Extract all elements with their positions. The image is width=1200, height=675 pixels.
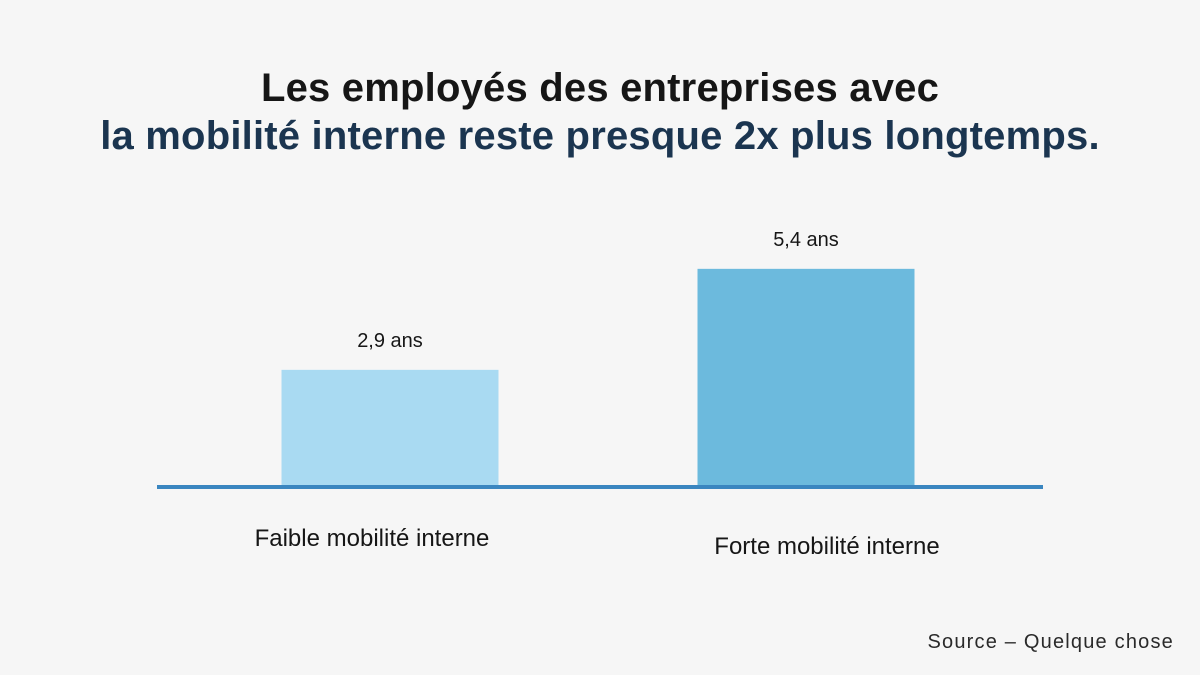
category-tick-label: Faible mobilité interne: [255, 525, 490, 552]
bars-group: [281, 268, 915, 487]
data-label: 2,9 ans: [357, 330, 423, 352]
category-labels-group: Faible mobilité interne Forte mobilité in…: [255, 525, 940, 560]
bar-low-mobility: [281, 369, 499, 487]
chart-title-line-2: la mobilité interne reste presque 2x plu…: [100, 114, 1100, 158]
bar-high-mobility: [697, 268, 915, 487]
source-note: Source – Quelque chose: [927, 631, 1174, 653]
value-labels-group: 2,9 ans 5,4 ans: [357, 229, 839, 352]
data-label: 5,4 ans: [773, 229, 839, 251]
category-tick-label: Forte mobilité interne: [714, 533, 939, 560]
chart-title-line-1: Les employés des entreprises avec: [260, 66, 940, 110]
